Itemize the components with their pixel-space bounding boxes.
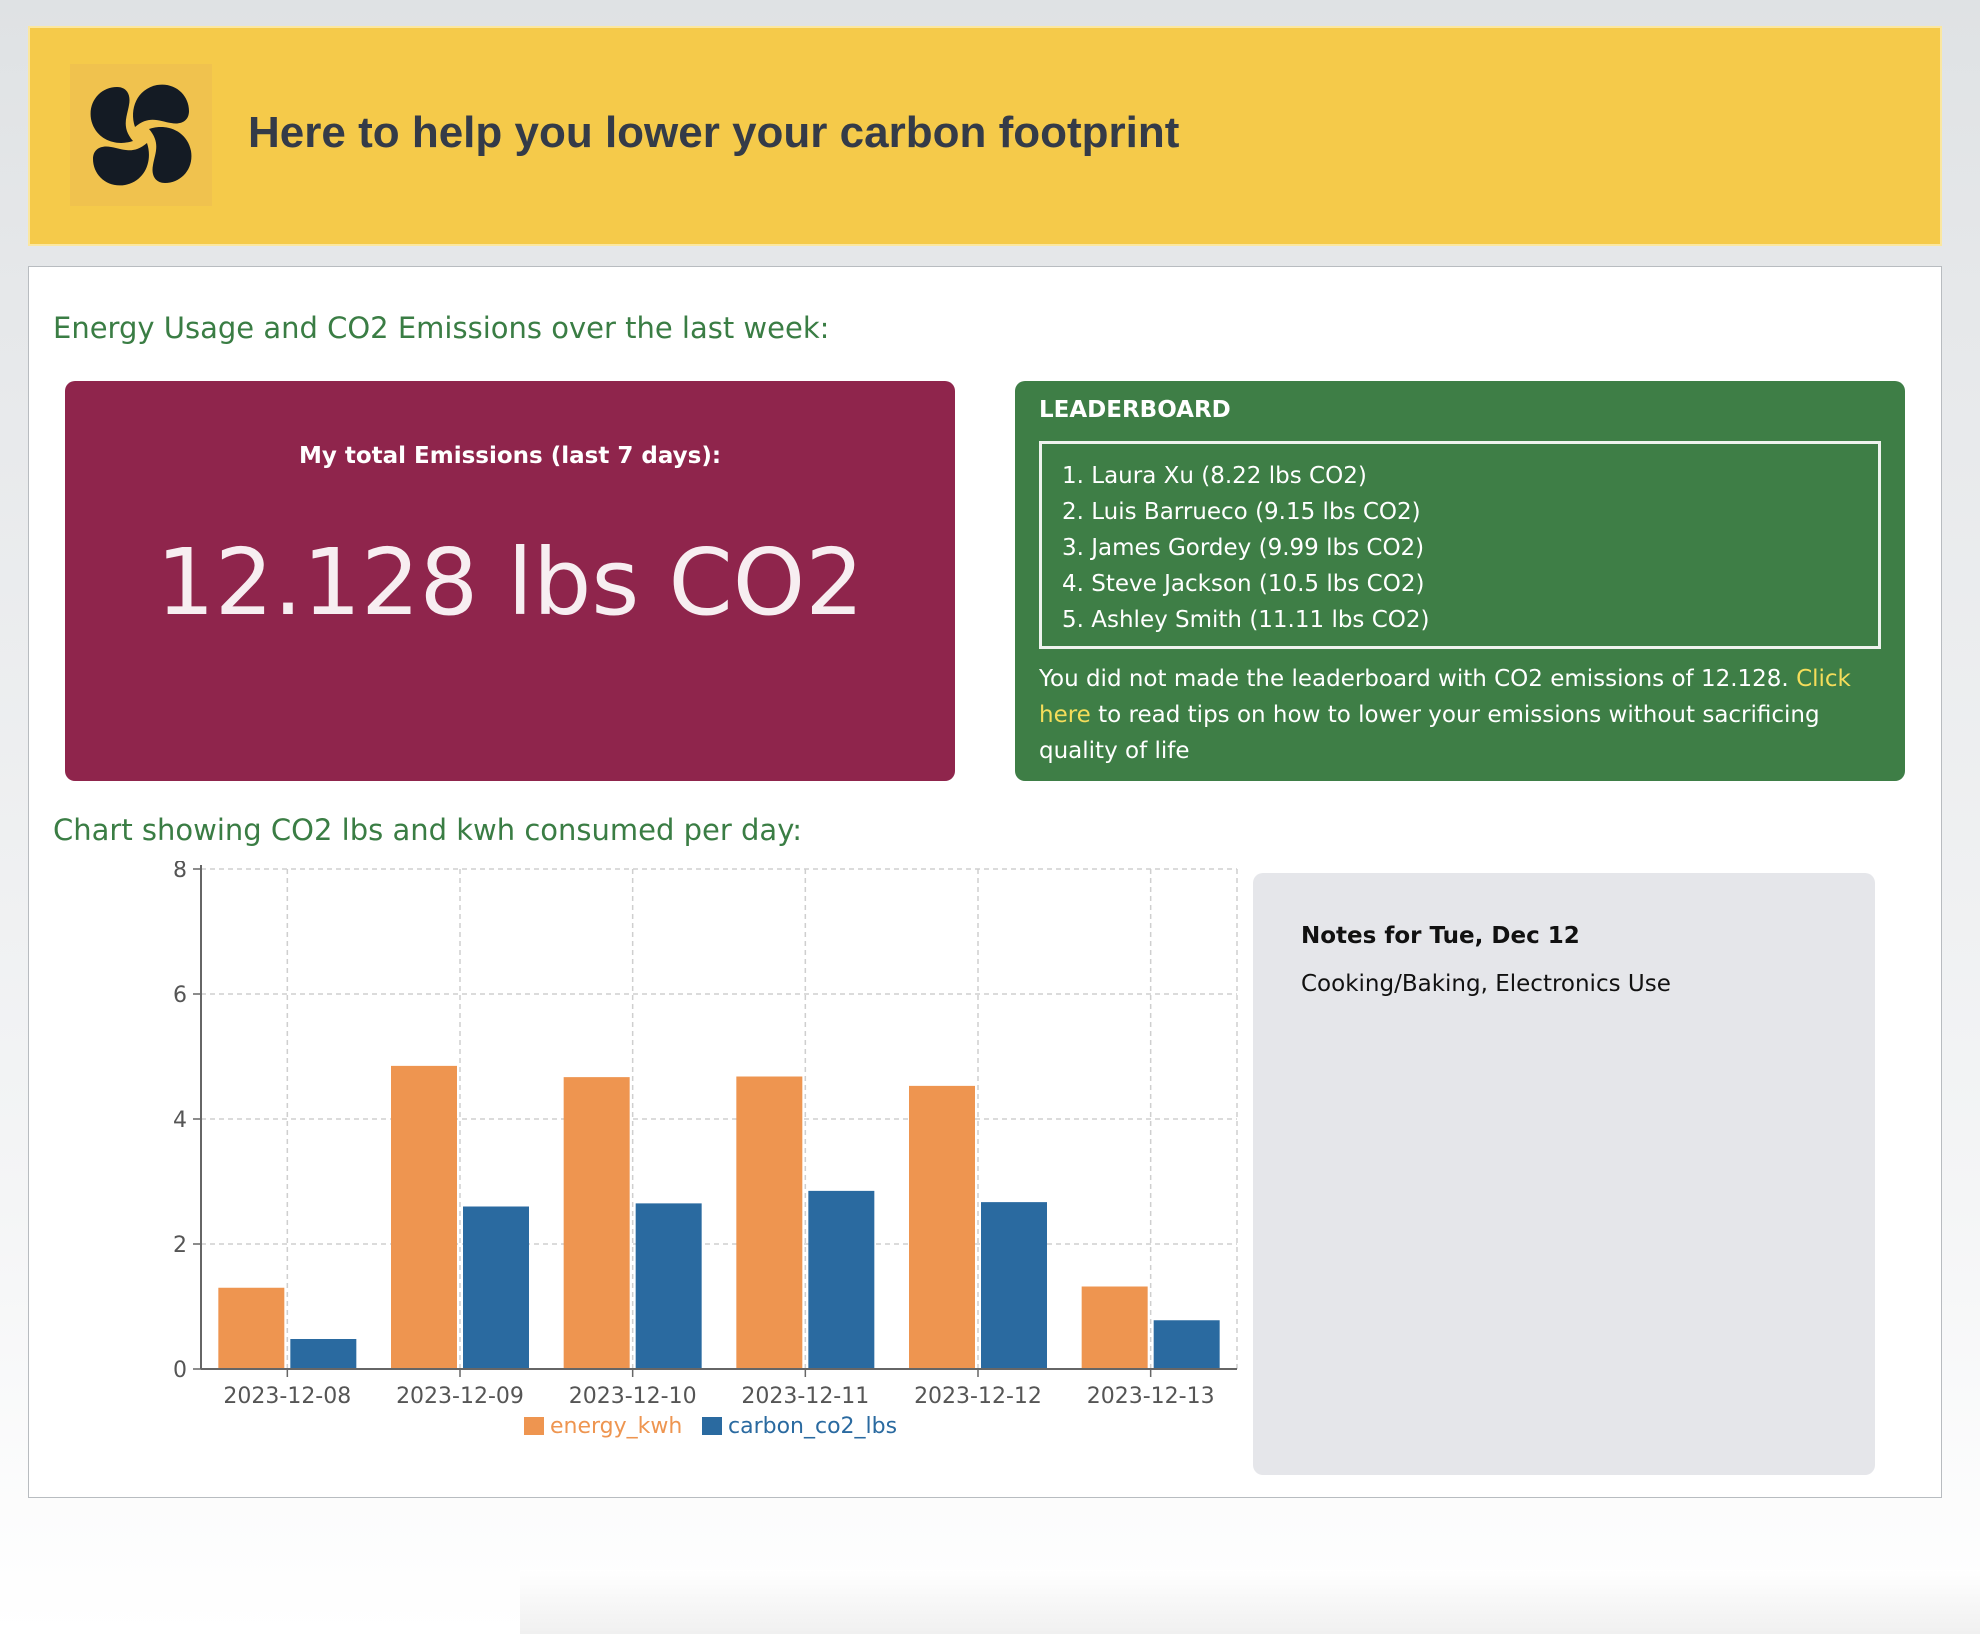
x-tick-label: 2023-12-12 [914, 1384, 1042, 1409]
bar-energy_kwh [1081, 1286, 1148, 1369]
x-tick-label: 2023-12-10 [569, 1384, 697, 1409]
notes-text: Cooking/Baking, Electronics Use [1301, 971, 1671, 997]
y-tick-label: 4 [173, 1108, 187, 1133]
bar-carbon_co2_lbs [463, 1206, 529, 1369]
main-panel: Energy Usage and CO2 Emissions over the … [28, 266, 1942, 1498]
tips-link[interactable]: Click here [1039, 666, 1851, 728]
leaderboard-title: LEADERBOARD [1039, 397, 1231, 423]
bar-energy_kwh [391, 1065, 457, 1369]
bar-energy_kwh [736, 1076, 803, 1369]
total-emissions-label: My total Emissions (last 7 days): [298, 443, 722, 469]
y-tick-label: 0 [173, 1358, 187, 1383]
x-tick-label: 2023-12-13 [1087, 1384, 1215, 1409]
bar-carbon_co2_lbs [290, 1339, 357, 1369]
leaderboard-entry: 2. Luis Barrueco (9.15 lbs CO2) [1062, 499, 1421, 525]
leaderboard-message: You did not made the leaderboard with CO… [1039, 661, 1881, 769]
bar-carbon_co2_lbs [981, 1202, 1047, 1369]
total-emissions-value: 12.128 lbs CO2 [156, 529, 864, 636]
x-tick-label: 2023-12-11 [741, 1384, 869, 1409]
legend-label-energy_kwh: energy_kwh [550, 1414, 682, 1439]
page-title: Here to help you lower your carbon footp… [248, 108, 1180, 157]
notes-title: Notes for Tue, Dec 12 [1301, 923, 1580, 949]
total-emissions-card: My total Emissions (last 7 days): 12.128… [65, 381, 955, 781]
bar-energy_kwh [218, 1287, 285, 1369]
chart-section-title: Chart showing CO2 lbs and kwh consumed p… [53, 813, 803, 847]
section-title: Energy Usage and CO2 Emissions over the … [53, 311, 830, 345]
bottom-shadow [520, 1570, 1980, 1634]
legend-label-carbon_co2_lbs: carbon_co2_lbs [728, 1414, 897, 1439]
leaderboard-entry: 3. James Gordey (9.99 lbs CO2) [1062, 535, 1425, 561]
bar-energy_kwh [563, 1077, 630, 1369]
leaderboard-message-text: You did not made the leaderboard with CO… [1039, 666, 1797, 692]
y-tick-label: 8 [173, 861, 187, 883]
x-tick-label: 2023-12-08 [223, 1384, 351, 1409]
leaderboard-list: 1. Laura Xu (8.22 lbs CO2) 2. Luis Barru… [1039, 441, 1881, 649]
bar-carbon_co2_lbs [808, 1190, 875, 1369]
leaderboard-entry: 4. Steve Jackson (10.5 lbs CO2) [1062, 571, 1425, 597]
notes-card: Notes for Tue, Dec 12 Cooking/Baking, El… [1253, 873, 1875, 1475]
legend-swatch-carbon_co2_lbs [702, 1417, 722, 1435]
leaderboard-card: LEADERBOARD 1. Laura Xu (8.22 lbs CO2) 2… [1015, 381, 1905, 781]
bar-energy_kwh [909, 1085, 975, 1369]
x-tick-label: 2023-12-09 [396, 1384, 524, 1409]
bar-carbon_co2_lbs [1153, 1320, 1220, 1369]
bar-chart-svg: 0 2 4 6 8 2023-12-08 2023-12-09 2023-12-10 2023-… [173, 858, 1238, 1439]
bar-chart: 0 2 4 6 8 2023-12-08 2023-12-09 2023-12-10 2023-… [129, 858, 1269, 1481]
y-tick-label: 6 [173, 983, 187, 1008]
legend-swatch-energy_kwh [524, 1417, 544, 1435]
header-banner: Here to help you lower your carbon footp… [28, 26, 1942, 246]
leaderboard-message-tail: to read tips on how to lower your emissi… [1039, 702, 1820, 764]
y-tick-label: 2 [173, 1233, 187, 1258]
bar-carbon_co2_lbs [635, 1203, 702, 1369]
pinwheel-logo-icon [70, 64, 212, 206]
leaderboard-entry: 5. Ashley Smith (11.11 lbs CO2) [1062, 607, 1430, 633]
leaderboard-entry: 1. Laura Xu (8.22 lbs CO2) [1062, 463, 1367, 489]
